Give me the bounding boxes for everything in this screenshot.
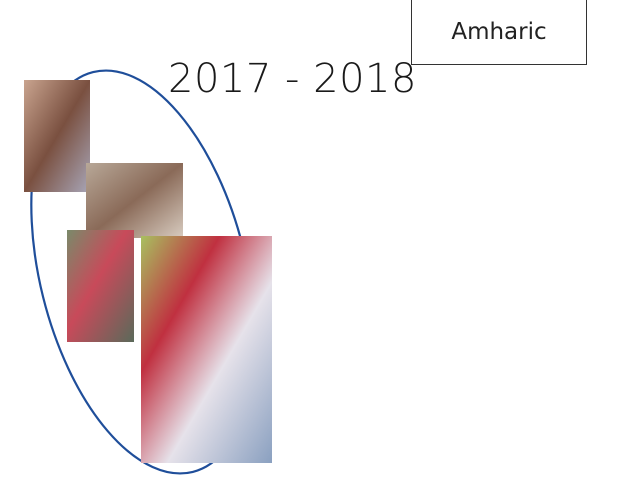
page: {"label_box": {"text": "Amharic"}, "titl… bbox=[0, 0, 631, 483]
photo bbox=[67, 230, 134, 342]
title: 2017 - 2018 bbox=[168, 56, 417, 102]
language-label: Amharic bbox=[411, 0, 587, 65]
photo bbox=[86, 163, 183, 238]
photo bbox=[24, 80, 90, 192]
photo bbox=[141, 236, 272, 463]
